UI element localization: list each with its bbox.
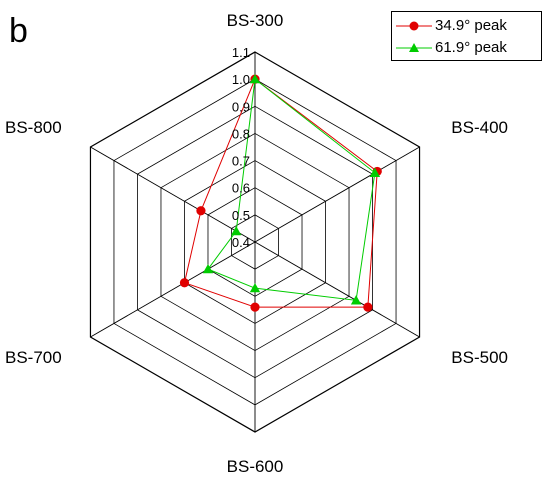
axis-label: BS-500 [451, 348, 508, 367]
axis-label: BS-700 [5, 348, 62, 367]
grid-spoke [90, 241, 256, 338]
axis-label: BS-800 [5, 118, 62, 137]
grid-spoke [254, 146, 420, 243]
panel-label: b [9, 12, 28, 50]
radial-tick-label: 1.0 [232, 72, 250, 87]
data-point-circle [250, 302, 260, 312]
radial-tick-label: 0.6 [232, 181, 250, 196]
axis-label: BS-300 [227, 11, 284, 30]
data-point-triangle [369, 167, 381, 177]
data-point-circle [363, 302, 373, 312]
data-point-triangle [249, 73, 261, 84]
axis-label: BS-400 [451, 118, 508, 137]
data-point-triangle [202, 263, 214, 274]
radial-tick-label: 0.7 [232, 154, 250, 169]
radial-tick-label: 0.4 [232, 235, 250, 250]
grid-spoke [90, 146, 256, 243]
legend-marker-circle [396, 21, 432, 31]
series-line-1 [183, 78, 378, 308]
radial-tick-label: 0.8 [232, 126, 250, 141]
legend-entry-series-2: 61.9° peak [392, 38, 541, 58]
legend-marker-triangle [396, 43, 432, 52]
legend-label-series-1: 34.9° peak [435, 17, 507, 34]
data-point-triangle [230, 225, 242, 236]
legend-entry-series-1: 34.9° peak [392, 16, 541, 36]
radial-tick-label: 0.9 [232, 99, 250, 114]
data-point-triangle [249, 282, 261, 293]
axis-label: BS-600 [227, 457, 284, 476]
radial-tick-label: 0.5 [232, 208, 250, 223]
legend-label-series-2: 61.9° peak [435, 39, 507, 56]
grid-spoke [254, 241, 420, 338]
legend: 34.9° peak 61.9° peak [391, 11, 542, 61]
data-point-circle [179, 278, 190, 288]
data-point-triangle [350, 295, 362, 305]
data-point-circle [196, 206, 206, 216]
radial-tick-label: 1.1 [232, 45, 250, 60]
